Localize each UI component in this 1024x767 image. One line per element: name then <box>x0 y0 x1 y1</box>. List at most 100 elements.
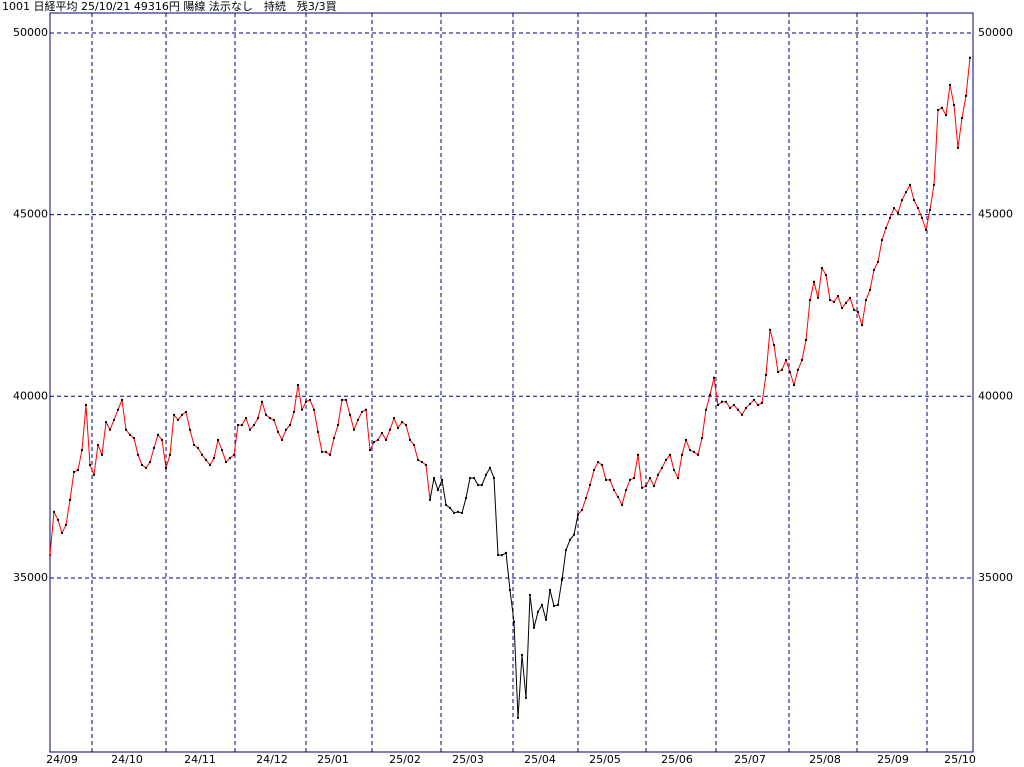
data-point <box>417 458 419 461</box>
data-point <box>533 626 535 629</box>
line-segment <box>209 457 215 466</box>
line-segment <box>865 289 871 301</box>
line-segment <box>461 497 467 514</box>
data-point <box>313 408 315 411</box>
line-segment <box>885 217 891 229</box>
data-point <box>485 473 487 476</box>
data-point <box>297 384 299 387</box>
data-point <box>713 376 715 379</box>
data-point <box>781 368 783 371</box>
data-point <box>681 453 683 456</box>
data-point <box>841 307 843 310</box>
data-point <box>477 483 479 486</box>
data-point <box>61 531 63 534</box>
data-point <box>109 428 111 431</box>
line-segment <box>633 454 639 479</box>
line-segment <box>705 394 711 410</box>
data-point <box>609 478 611 481</box>
data-point <box>373 441 375 444</box>
line-segment <box>277 431 283 441</box>
data-point <box>105 421 107 424</box>
data-point <box>221 449 223 452</box>
line-segment <box>697 437 703 455</box>
x-tick-label: 25/08 <box>809 753 841 766</box>
data-point <box>877 260 879 263</box>
data-point <box>633 477 635 480</box>
data-point <box>117 408 119 411</box>
line-segment <box>809 281 815 301</box>
line-segment <box>521 654 527 698</box>
data-point <box>913 199 915 202</box>
line-segment <box>189 429 195 446</box>
line-segment <box>881 227 887 241</box>
data-point <box>589 483 591 486</box>
line-segment <box>821 267 827 276</box>
chart-title: 1001 日経平均 25/10/21 49316円 陽線 法示なし 持続 残3/… <box>2 0 337 13</box>
line-segment <box>289 411 295 426</box>
y-tick-label-right: 45000 <box>978 208 1013 221</box>
line-segment <box>877 239 883 262</box>
data-point <box>873 268 875 271</box>
line-segment <box>645 477 651 487</box>
data-point <box>53 510 55 513</box>
data-point <box>193 443 195 446</box>
line-segment <box>601 464 607 481</box>
line-segment <box>813 281 819 298</box>
data-point <box>765 373 767 376</box>
data-point <box>565 548 567 551</box>
line-segment <box>393 417 399 429</box>
line-segment <box>93 444 99 475</box>
data-point <box>505 551 507 554</box>
data-point <box>525 696 527 699</box>
data-point <box>665 458 667 461</box>
data-point <box>421 461 423 464</box>
data-point <box>465 497 467 500</box>
line-segment <box>81 404 87 451</box>
line-segment <box>381 432 387 441</box>
line-segment <box>701 409 707 439</box>
line-segment <box>593 461 599 471</box>
line-segment <box>533 611 539 628</box>
line-segment <box>57 519 63 534</box>
data-point <box>501 554 503 557</box>
line-segment <box>889 207 895 219</box>
data-point <box>141 463 143 466</box>
data-point <box>865 299 867 302</box>
data-point <box>749 402 751 405</box>
data-point <box>661 466 663 469</box>
data-point <box>693 450 695 453</box>
line-segment <box>333 424 339 439</box>
data-point <box>97 443 99 446</box>
line-segment <box>625 479 631 491</box>
data-point <box>929 208 931 211</box>
data-point <box>497 554 499 557</box>
line-segment <box>621 489 627 506</box>
line-segment <box>425 464 431 500</box>
line-segment <box>793 369 799 386</box>
data-point <box>441 478 443 481</box>
data-point <box>57 518 59 521</box>
data-point <box>205 458 207 461</box>
line-segment <box>121 399 127 430</box>
data-point <box>821 267 823 270</box>
data-point <box>445 503 447 506</box>
line-segment <box>85 404 91 466</box>
data-point <box>393 417 395 420</box>
data-point <box>241 424 243 427</box>
data-point <box>449 506 451 509</box>
line-segment <box>929 184 935 211</box>
data-point <box>469 477 471 480</box>
data-point <box>717 404 719 407</box>
data-point <box>685 438 687 441</box>
line-segment <box>837 295 843 309</box>
data-point <box>945 114 947 117</box>
data-point <box>889 216 891 219</box>
data-point <box>901 199 903 202</box>
data-point <box>953 103 955 106</box>
line-segment <box>785 359 791 373</box>
data-point <box>89 463 91 466</box>
line-segment <box>505 552 511 591</box>
data-point <box>793 384 795 387</box>
line-segment <box>441 479 447 506</box>
line-segment <box>117 399 123 410</box>
